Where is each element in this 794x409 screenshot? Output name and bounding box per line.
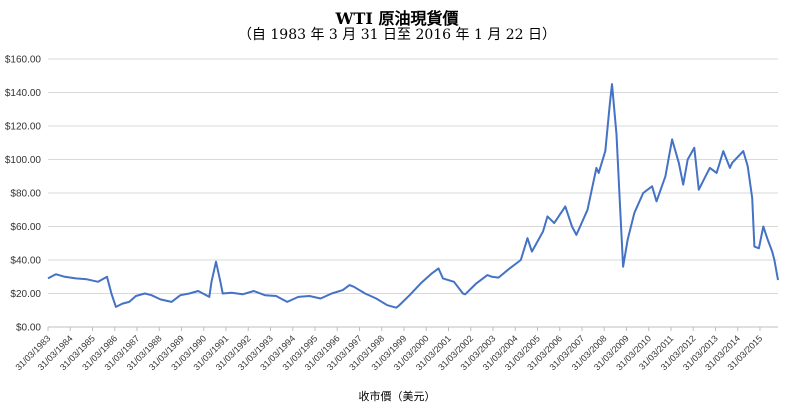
y-tick-label: $20.00 [10, 289, 41, 300]
y-tick-label: $60.00 [10, 222, 41, 233]
y-tick-label: $0.00 [16, 323, 41, 334]
price-series-line [47, 83, 779, 309]
y-tick-label: $40.00 [10, 256, 41, 267]
chart-subtitle: （自 1983 年 3 月 31 日至 2016 年 1 月 22 日） [237, 27, 557, 43]
y-tick-label: $120.00 [5, 122, 42, 133]
y-tick-label: $140.00 [5, 88, 42, 99]
y-axis-ticks: $0.00 $20.00 $40.00 $60.00 $80.00 $100.00 $120… [5, 55, 42, 334]
chart-title: WTI 原油現貨價 [335, 9, 459, 28]
y-tick-label: $80.00 [10, 189, 41, 200]
y-tick-label: $160.00 [5, 55, 42, 66]
series-layer [47, 83, 779, 309]
gridlines [48, 58, 778, 328]
y-tick-label: $100.00 [5, 155, 42, 166]
x-axis-label: 收市價（美元） [358, 390, 436, 403]
x-axis-ticks: 31/03/198331/03/198431/03/198531/03/1986… [13, 327, 764, 372]
